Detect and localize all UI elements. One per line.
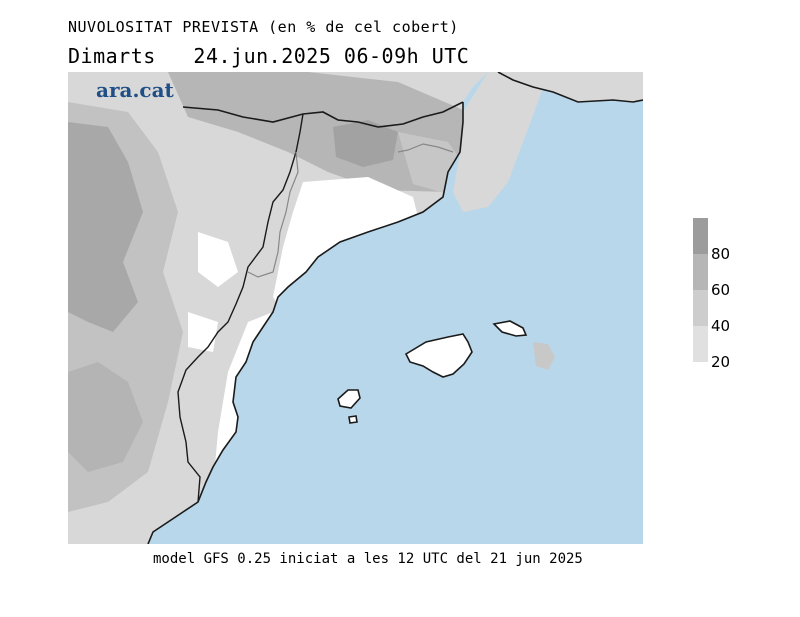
legend-swatch-40-60 bbox=[693, 290, 708, 326]
border-region-north bbox=[177, 113, 304, 503]
ara-cat-logo: ara.cat bbox=[96, 78, 174, 102]
cloud-patch-west-dark bbox=[68, 122, 143, 332]
cloud-patch-pyrenees bbox=[333, 120, 398, 167]
model-info: model GFS 0.25 iniciat a les 12 UTC del … bbox=[153, 551, 583, 567]
cloud-patch-southwest bbox=[68, 362, 143, 472]
border-internal-2 bbox=[397, 143, 454, 153]
menorca bbox=[492, 320, 528, 337]
border-france-spain bbox=[182, 101, 464, 128]
map-svg bbox=[68, 72, 643, 544]
forecast-date: Dimarts 24.jun.2025 06-09h UTC bbox=[68, 44, 470, 68]
legend-label-80: 80 bbox=[711, 245, 731, 263]
legend-label-40: 40 bbox=[711, 317, 731, 335]
sea bbox=[148, 72, 643, 544]
legend-swatch-60-80 bbox=[693, 254, 708, 290]
ibiza bbox=[337, 389, 361, 409]
map-title: NUVOLOSITAT PREVISTA (en % de cel cobert… bbox=[68, 18, 459, 36]
cloud-cover-map bbox=[68, 72, 643, 544]
cloud-cover-legend: 80 60 40 20 bbox=[693, 218, 753, 371]
formentera bbox=[348, 415, 358, 424]
mallorca bbox=[404, 333, 473, 378]
legend-label-20: 20 bbox=[711, 353, 731, 371]
legend-swatch-80-100 bbox=[693, 218, 708, 254]
clear-area-interior bbox=[198, 232, 238, 287]
border-internal-1 bbox=[247, 151, 299, 278]
legend-label-60: 60 bbox=[711, 281, 731, 299]
coastline bbox=[147, 72, 643, 544]
legend-swatch-20-40 bbox=[693, 326, 708, 362]
cloud-patch-sea-north bbox=[453, 72, 548, 212]
cloud-patch-menorca bbox=[533, 342, 555, 370]
cloud-patch-north bbox=[168, 72, 478, 192]
